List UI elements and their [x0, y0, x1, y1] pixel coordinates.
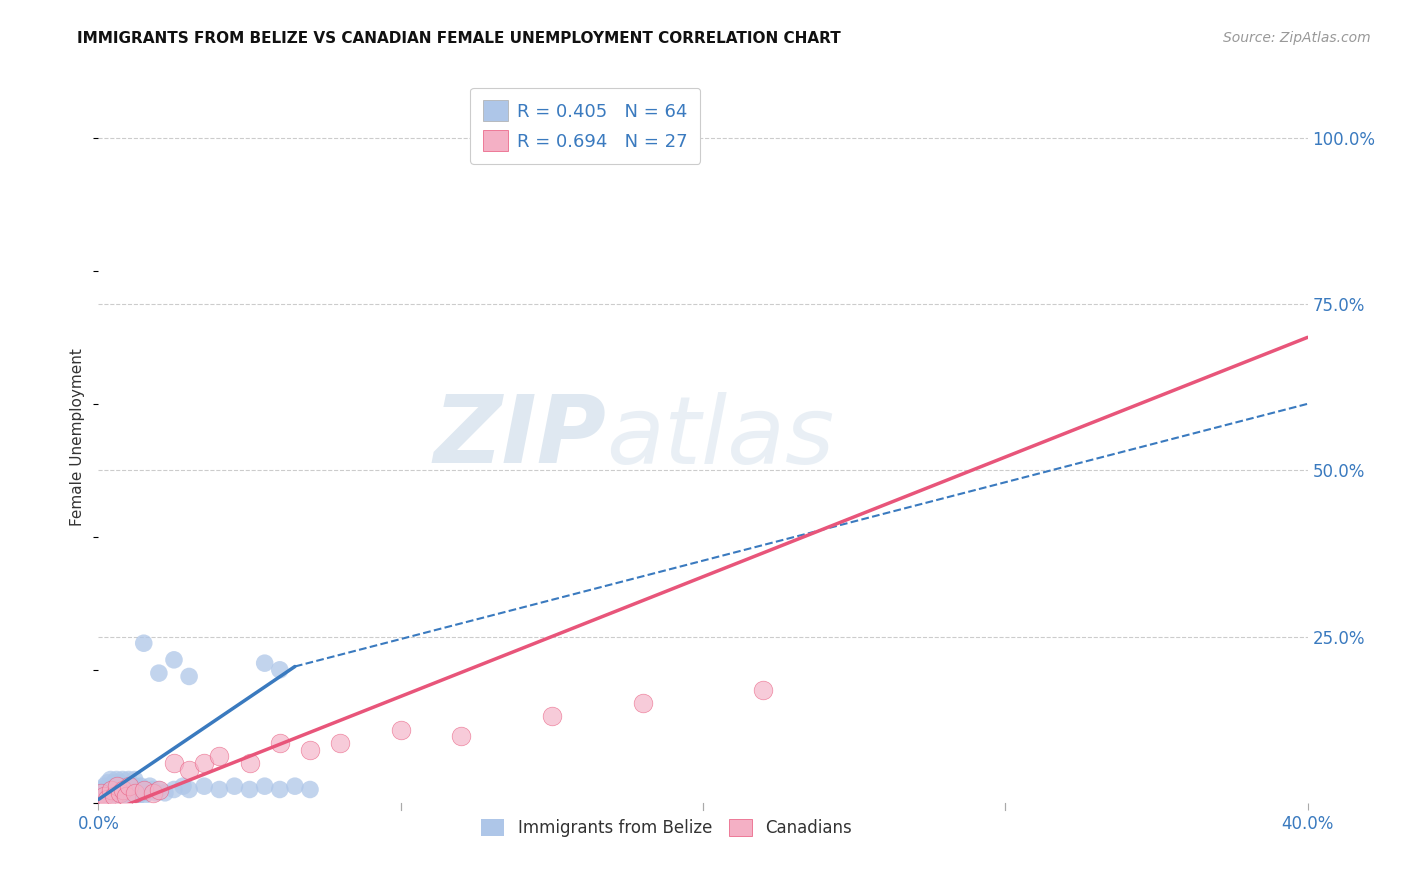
Point [179, 782, 201, 797]
Point [253, 779, 276, 793]
Point [96, 792, 118, 806]
Point [132, 636, 155, 650]
Text: Source: ZipAtlas.com: Source: ZipAtlas.com [1223, 31, 1371, 45]
Point [96, 782, 118, 797]
Point [269, 663, 291, 677]
Point [329, 736, 352, 750]
Point [118, 786, 141, 800]
Point [90, 786, 112, 800]
Point [142, 786, 165, 800]
Point [100, 782, 122, 797]
Point [103, 789, 125, 804]
Point [93, 789, 115, 804]
Point [105, 772, 128, 787]
Point [299, 782, 322, 797]
Point [100, 786, 122, 800]
Point [108, 786, 131, 800]
Point [132, 782, 155, 797]
Point [90, 782, 112, 797]
Point [111, 772, 134, 787]
Y-axis label: Female Unemployment: Female Unemployment [70, 348, 86, 526]
Point [93, 786, 115, 800]
Point [121, 789, 143, 804]
Point [118, 772, 141, 787]
Point [114, 789, 136, 804]
Point [239, 756, 262, 770]
Point [142, 782, 165, 797]
Point [132, 789, 155, 804]
Point [103, 776, 125, 790]
Point [100, 772, 122, 787]
Point [124, 779, 146, 793]
Point [179, 763, 201, 777]
Point [253, 656, 276, 670]
Point [114, 782, 136, 797]
Point [540, 709, 562, 723]
Point [179, 669, 201, 683]
Point [145, 786, 167, 800]
Point [111, 786, 134, 800]
Point [172, 779, 194, 793]
Text: ZIP: ZIP [433, 391, 606, 483]
Point [90, 792, 112, 806]
Point [208, 749, 231, 764]
Point [103, 782, 125, 797]
Point [108, 789, 131, 804]
Point [269, 782, 291, 797]
Point [631, 696, 654, 710]
Point [450, 729, 472, 743]
Point [108, 782, 131, 797]
Point [111, 782, 134, 797]
Legend: Immigrants from Belize, Canadians: Immigrants from Belize, Canadians [472, 811, 860, 846]
Point [163, 756, 186, 770]
Point [124, 772, 146, 787]
Point [752, 682, 775, 697]
Point [111, 779, 134, 793]
Point [284, 779, 307, 793]
Point [148, 666, 170, 681]
Text: IMMIGRANTS FROM BELIZE VS CANADIAN FEMALE UNEMPLOYMENT CORRELATION CHART: IMMIGRANTS FROM BELIZE VS CANADIAN FEMAL… [77, 31, 841, 46]
Point [163, 782, 186, 797]
Point [132, 782, 155, 797]
Point [153, 786, 176, 800]
Point [239, 782, 262, 797]
Point [208, 782, 231, 797]
Point [129, 786, 152, 800]
Point [299, 742, 322, 756]
Point [269, 736, 291, 750]
Point [114, 789, 136, 804]
Point [124, 786, 146, 800]
Point [163, 653, 186, 667]
Point [96, 776, 118, 790]
Point [105, 779, 128, 793]
Point [121, 782, 143, 797]
Point [105, 779, 128, 793]
Point [100, 796, 122, 810]
Point [135, 786, 157, 800]
Point [93, 779, 115, 793]
Point [127, 789, 149, 804]
Point [1341, 131, 1364, 145]
Point [193, 779, 215, 793]
Point [108, 776, 131, 790]
Point [100, 779, 122, 793]
Point [124, 786, 146, 800]
Text: atlas: atlas [606, 392, 835, 483]
Point [129, 779, 152, 793]
Point [93, 795, 115, 809]
Point [127, 782, 149, 797]
Point [105, 786, 128, 800]
Point [96, 796, 118, 810]
Point [118, 779, 141, 793]
Point [193, 756, 215, 770]
Point [96, 789, 118, 804]
Point [148, 782, 170, 797]
Point [103, 789, 125, 804]
Point [139, 779, 162, 793]
Point [224, 779, 246, 793]
Point [148, 782, 170, 797]
Point [118, 779, 141, 793]
Point [389, 723, 412, 737]
